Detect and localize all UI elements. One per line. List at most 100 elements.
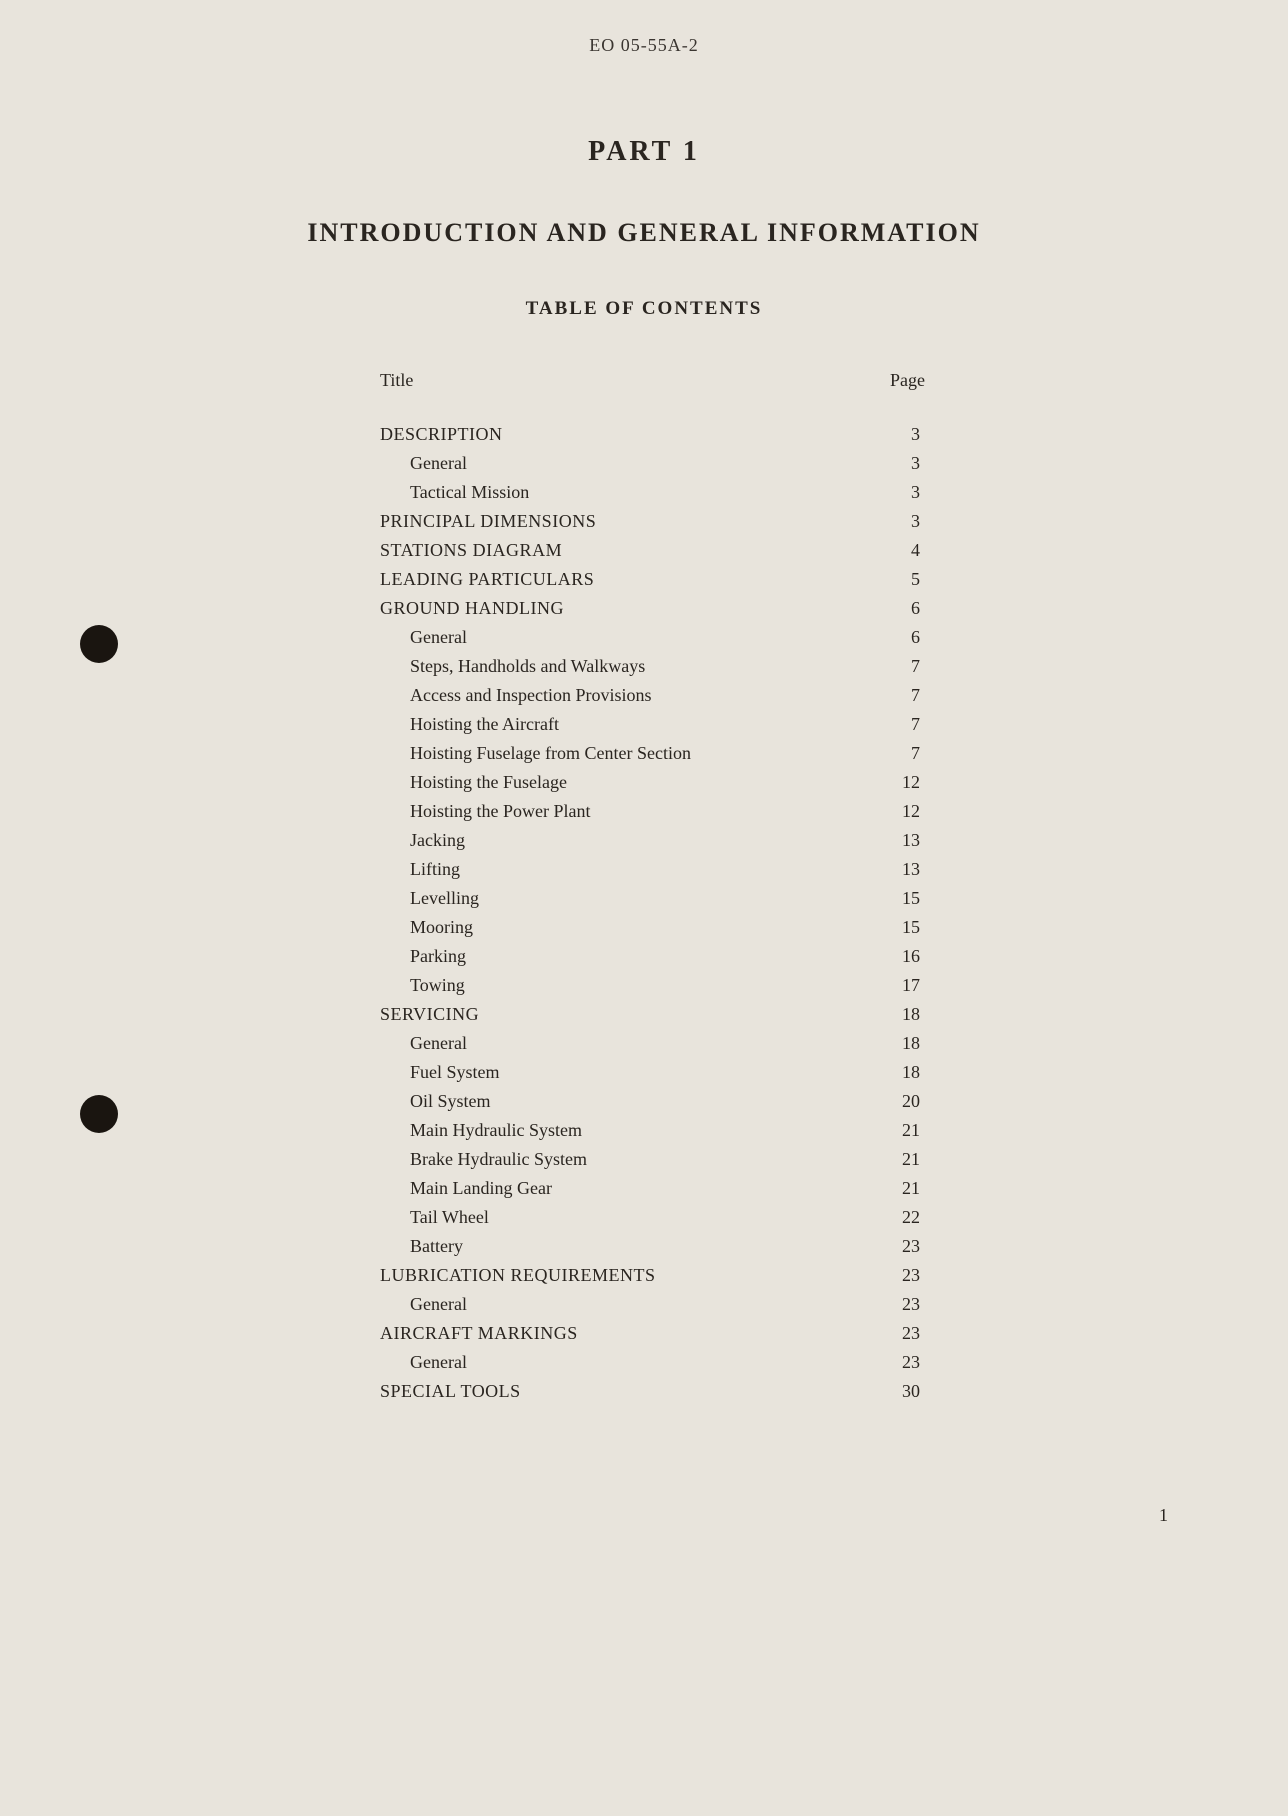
toc-item-page: 12 <box>880 798 920 825</box>
punch-hole-icon <box>80 1095 118 1133</box>
toc-item-title: Jacking <box>410 827 465 854</box>
toc-item-title: General <box>410 450 467 477</box>
toc-item-title: General <box>410 1349 467 1376</box>
toc-item-page: 7 <box>880 682 920 709</box>
toc-item-title: Parking <box>410 943 466 970</box>
toc-item-title: Access and Inspection Provisions <box>410 682 651 709</box>
toc-item: Main Landing Gear 21 <box>380 1175 960 1202</box>
toc-item: Parking 16 <box>380 943 960 970</box>
toc-item-title: Tactical Mission <box>410 479 529 506</box>
toc-item-title: LEADING PARTICULARS <box>380 566 594 593</box>
toc-item: DESCRIPTION 3 <box>380 421 960 448</box>
toc-item: Towing 17 <box>380 972 960 999</box>
toc-item-title: Towing <box>410 972 465 999</box>
toc-item-page: 3 <box>880 479 920 506</box>
toc-item: Access and Inspection Provisions 7 <box>380 682 960 709</box>
toc-item: General3 <box>380 450 960 477</box>
toc-item-page: 7 <box>880 740 920 767</box>
toc-item-title: Brake Hydraulic System <box>410 1146 587 1173</box>
toc-item-page: 18 <box>880 1030 920 1057</box>
toc-item-title: Hoisting Fuselage from Center Section <box>410 740 691 767</box>
toc-item: PRINCIPAL DIMENSIONS 3 <box>380 508 960 535</box>
toc-item: Hoisting the Power Plant12 <box>380 798 960 825</box>
toc-item-title: SERVICING <box>380 1001 479 1028</box>
toc-item-title: STATIONS DIAGRAM <box>380 537 562 564</box>
toc-item-title: Tail Wheel <box>410 1204 489 1231</box>
toc-item-page: 4 <box>880 537 920 564</box>
toc-item: STATIONS DIAGRAM 4 <box>380 537 960 564</box>
toc-item-page: 21 <box>880 1117 920 1144</box>
toc-item-page: 30 <box>880 1378 920 1405</box>
document-number: EO 05-55A-2 <box>80 35 1208 56</box>
toc-item-title: Battery <box>410 1233 463 1260</box>
toc-item-title: General <box>410 1030 467 1057</box>
toc-item-title: Main Hydraulic System <box>410 1117 582 1144</box>
toc-item-title: GROUND HANDLING <box>380 595 564 622</box>
toc-item-page: 3 <box>880 508 920 535</box>
toc-item: Jacking 13 <box>380 827 960 854</box>
toc-item-page: 18 <box>880 1001 920 1028</box>
toc-item: Tactical Mission 3 <box>380 479 960 506</box>
toc-item-title: Lifting <box>410 856 460 883</box>
toc-item: Tail Wheel 22 <box>380 1204 960 1231</box>
toc-title-label: Title <box>380 370 413 391</box>
main-heading: INTRODUCTION AND GENERAL INFORMATION <box>80 218 1208 248</box>
toc-item-page: 23 <box>880 1320 920 1347</box>
toc-item-title: PRINCIPAL DIMENSIONS <box>380 508 596 535</box>
toc-item-page: 16 <box>880 943 920 970</box>
toc-item-title: Hoisting the Aircraft <box>410 711 559 738</box>
toc-item-page: 21 <box>880 1146 920 1173</box>
toc-item: General 18 <box>380 1030 960 1057</box>
toc-item-page: 15 <box>880 885 920 912</box>
page-number: 1 <box>1159 1505 1168 1526</box>
toc-list: DESCRIPTION3General3Tactical Mission3PRI… <box>380 421 960 1405</box>
toc-page-label: Page <box>890 370 925 391</box>
toc-item-page: 13 <box>880 856 920 883</box>
toc-item: General6 <box>380 624 960 651</box>
part-title: PART 1 <box>80 136 1208 168</box>
toc-item: Lifting 13 <box>380 856 960 883</box>
toc-item-page: 23 <box>880 1291 920 1318</box>
toc-item: Main Hydraulic System 21 <box>380 1117 960 1144</box>
toc-item: SPECIAL TOOLS 30 <box>380 1378 960 1405</box>
punch-hole-icon <box>80 625 118 663</box>
toc-item-title: General <box>410 624 467 651</box>
toc-item: Hoisting the Fuselage 12 <box>380 769 960 796</box>
toc-item-page: 7 <box>880 711 920 738</box>
toc-item-title: DESCRIPTION <box>380 421 503 448</box>
toc-item-page: 22 <box>880 1204 920 1231</box>
toc-item-page: 17 <box>880 972 920 999</box>
toc-item-title: Fuel System <box>410 1059 500 1086</box>
toc-item-title: AIRCRAFT MARKINGS <box>380 1320 578 1347</box>
toc-item-title: Main Landing Gear <box>410 1175 552 1202</box>
toc-item-title: General <box>410 1291 467 1318</box>
toc-item-page: 12 <box>880 769 920 796</box>
toc-heading: TABLE OF CONTENTS <box>80 298 1208 320</box>
toc-item-page: 23 <box>880 1233 920 1260</box>
toc-item-page: 13 <box>880 827 920 854</box>
toc-item-page: 6 <box>880 595 920 622</box>
toc-item: Battery 23 <box>380 1233 960 1260</box>
toc-item-page: 3 <box>880 421 920 448</box>
toc-item-title: Oil System <box>410 1088 491 1115</box>
toc-item-title: Levelling <box>410 885 479 912</box>
toc-item: Hoisting the Aircraft 7 <box>380 711 960 738</box>
toc-item-title: Hoisting the Fuselage <box>410 769 567 796</box>
toc-item-page: 23 <box>880 1262 920 1289</box>
toc-item-title: LUBRICATION REQUIREMENTS <box>380 1262 656 1289</box>
toc-item-page: 15 <box>880 914 920 941</box>
toc-item: Steps, Handholds and Walkways7 <box>380 653 960 680</box>
toc-item: AIRCRAFT MARKINGS 23 <box>380 1320 960 1347</box>
toc-item: GROUND HANDLING 6 <box>380 595 960 622</box>
toc-item: Fuel System18 <box>380 1059 960 1086</box>
toc-item-title: SPECIAL TOOLS <box>380 1378 521 1405</box>
toc-item-page: 23 <box>880 1349 920 1376</box>
toc-item-page: 21 <box>880 1175 920 1202</box>
toc-item: LEADING PARTICULARS5 <box>380 566 960 593</box>
toc-item: Levelling 15 <box>380 885 960 912</box>
toc-item-page: 7 <box>880 653 920 680</box>
toc-item: Mooring 15 <box>380 914 960 941</box>
toc-item-title: Mooring <box>410 914 473 941</box>
toc-item: Oil System20 <box>380 1088 960 1115</box>
toc-container: Title Page DESCRIPTION3General3Tactical … <box>380 370 960 1405</box>
